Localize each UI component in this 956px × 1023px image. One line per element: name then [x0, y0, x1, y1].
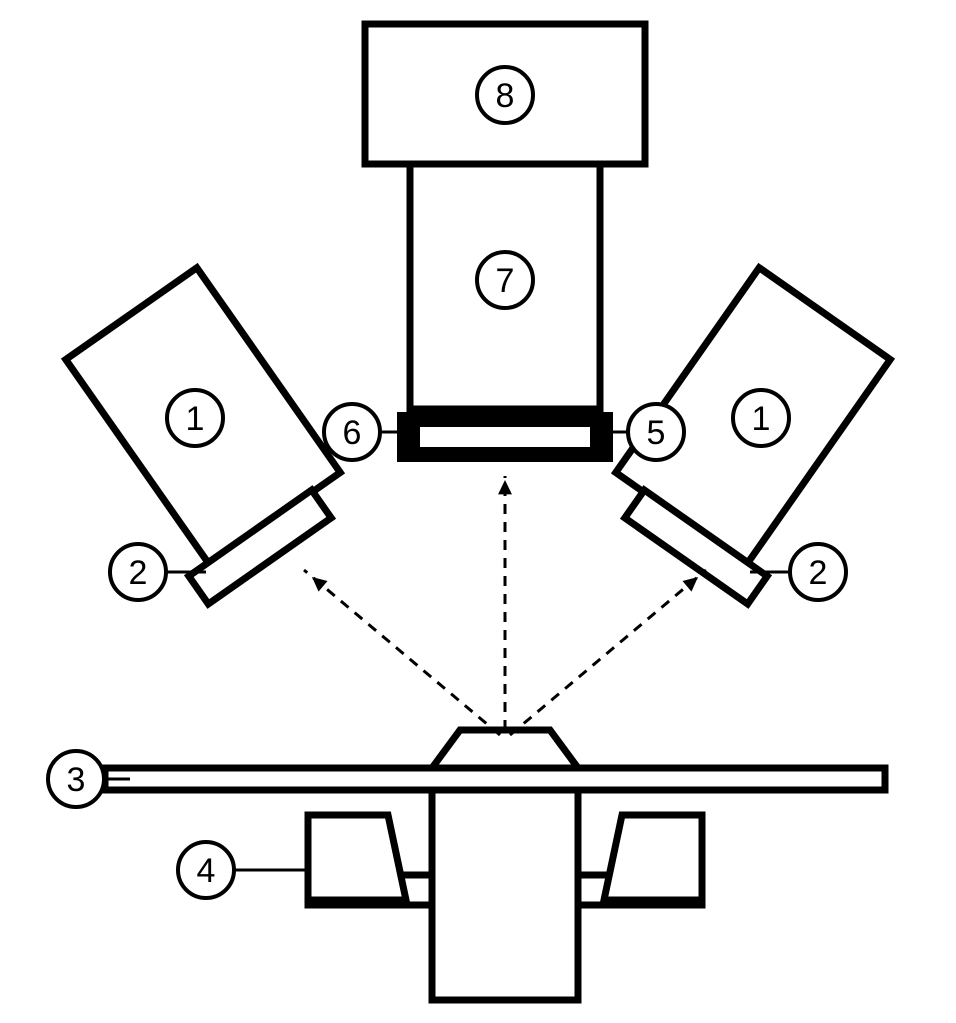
- filter-slot: [420, 427, 590, 447]
- label-text-8: 8: [496, 77, 515, 115]
- arrowhead-2: [682, 577, 698, 592]
- label-text-5: 5: [647, 414, 666, 452]
- base-center-column-front: [432, 790, 578, 1000]
- base-right-trapezoid: [604, 815, 702, 900]
- base-left-trapezoid: [308, 815, 406, 900]
- sample-cone: [432, 730, 578, 768]
- label-text-6: 6: [343, 414, 362, 452]
- label-text-1: 1: [752, 400, 771, 438]
- arrowhead-1: [312, 577, 328, 592]
- label-text-3: 3: [67, 761, 86, 799]
- label-text-2: 2: [809, 554, 828, 592]
- label-text-1: 1: [186, 400, 205, 438]
- dashed-arrow-2: [510, 570, 706, 735]
- arrowhead-0: [498, 480, 512, 494]
- label-text-4: 4: [197, 852, 216, 890]
- label-text-7: 7: [496, 262, 515, 300]
- label-text-2: 2: [129, 554, 148, 592]
- dashed-arrow-1: [304, 570, 500, 735]
